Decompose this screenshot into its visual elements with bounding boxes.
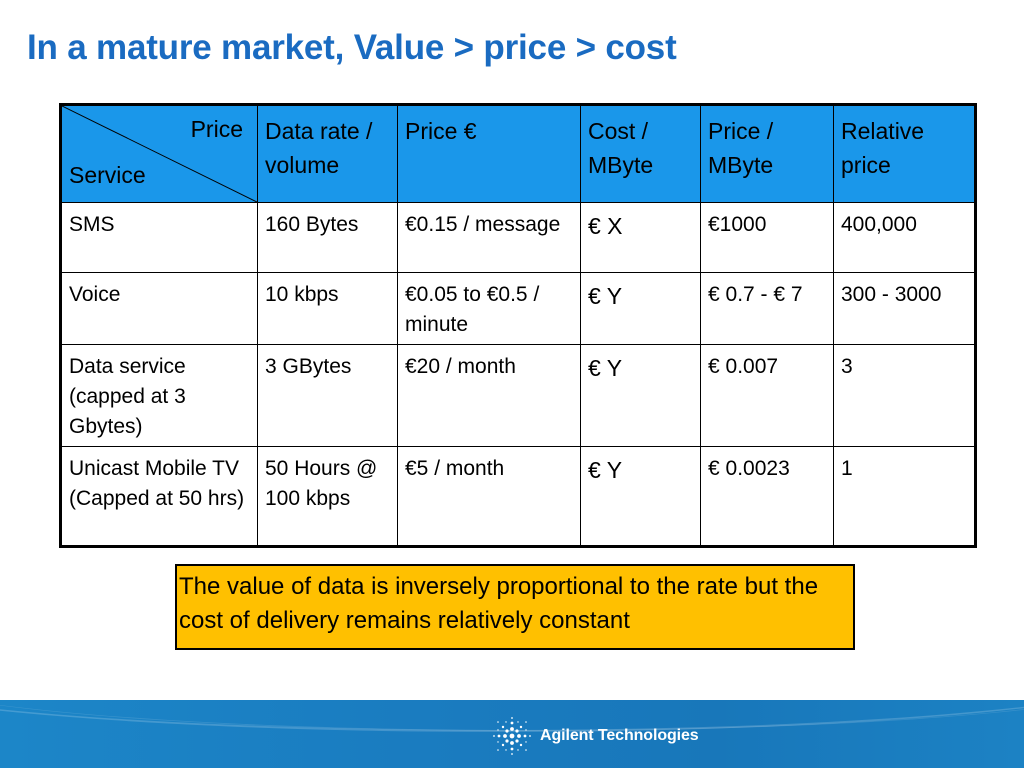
header-data-rate: Data rate / volume: [257, 104, 398, 203]
cell-rate: 50 Hours @ 100 kbps: [257, 446, 398, 547]
cell-price-per-mbyte: € 0.7 - € 7: [700, 272, 834, 345]
cell-relative-price: 1: [833, 446, 976, 547]
pricing-table: Price Service Data rate / volume Price €…: [59, 103, 977, 548]
corner-service-label: Service: [69, 162, 146, 188]
cell-service: SMS: [60, 202, 258, 273]
table-row: SMS 160 Bytes €0.15 / message € X €1000 …: [60, 202, 976, 273]
cell-rate: 3 GBytes: [257, 344, 398, 447]
cell-relative-price: 3: [833, 344, 976, 447]
agilent-spark-icon: [493, 717, 531, 755]
cell-price: €0.15 / message: [397, 202, 581, 273]
cell-cost: € Y: [580, 446, 701, 547]
header-price-per-mbyte: Price / MByte: [700, 104, 834, 203]
cell-price-per-mbyte: € 0.007: [700, 344, 834, 447]
cell-rate: 160 Bytes: [257, 202, 398, 273]
brand-name: Agilent Technologies: [540, 727, 699, 744]
header-cost-per-mbyte: Cost / MByte: [580, 104, 701, 203]
slide-title: In a mature market, Value > price > cost: [27, 28, 677, 67]
header-price-service-corner: Price Service: [60, 104, 258, 203]
table-row: Data service (capped at 3 Gbytes) 3 GByt…: [60, 344, 976, 447]
cell-price: €5 / month: [397, 446, 581, 547]
cell-cost: € X: [580, 202, 701, 273]
cell-service: Voice: [60, 272, 258, 345]
cell-price: €20 / month: [397, 344, 581, 447]
table-row: Unicast Mobile TV (Capped at 50 hrs) 50 …: [60, 446, 976, 547]
callout-note: The value of data is inversely proportio…: [175, 564, 855, 650]
cell-cost: € Y: [580, 344, 701, 447]
brand-logo: Agilent Technologies: [492, 714, 699, 758]
table-row: Voice 10 kbps €0.05 to €0.5 / minute € Y…: [60, 272, 976, 345]
header-price: Price €: [397, 104, 581, 203]
cell-service: Unicast Mobile TV (Capped at 50 hrs): [60, 446, 258, 547]
cell-relative-price: 400,000: [833, 202, 976, 273]
cell-price: €0.05 to €0.5 / minute: [397, 272, 581, 345]
cell-service: Data service (capped at 3 Gbytes): [60, 344, 258, 447]
cell-relative-price: 300 - 3000: [833, 272, 976, 345]
cell-price-per-mbyte: € 0.0023: [700, 446, 834, 547]
cell-cost: € Y: [580, 272, 701, 345]
corner-price-label: Price: [190, 116, 243, 142]
table-header-row: Price Service Data rate / volume Price €…: [60, 104, 976, 203]
cell-rate: 10 kbps: [257, 272, 398, 345]
cell-price-per-mbyte: €1000: [700, 202, 834, 273]
header-relative-price: Relative price: [833, 104, 976, 203]
